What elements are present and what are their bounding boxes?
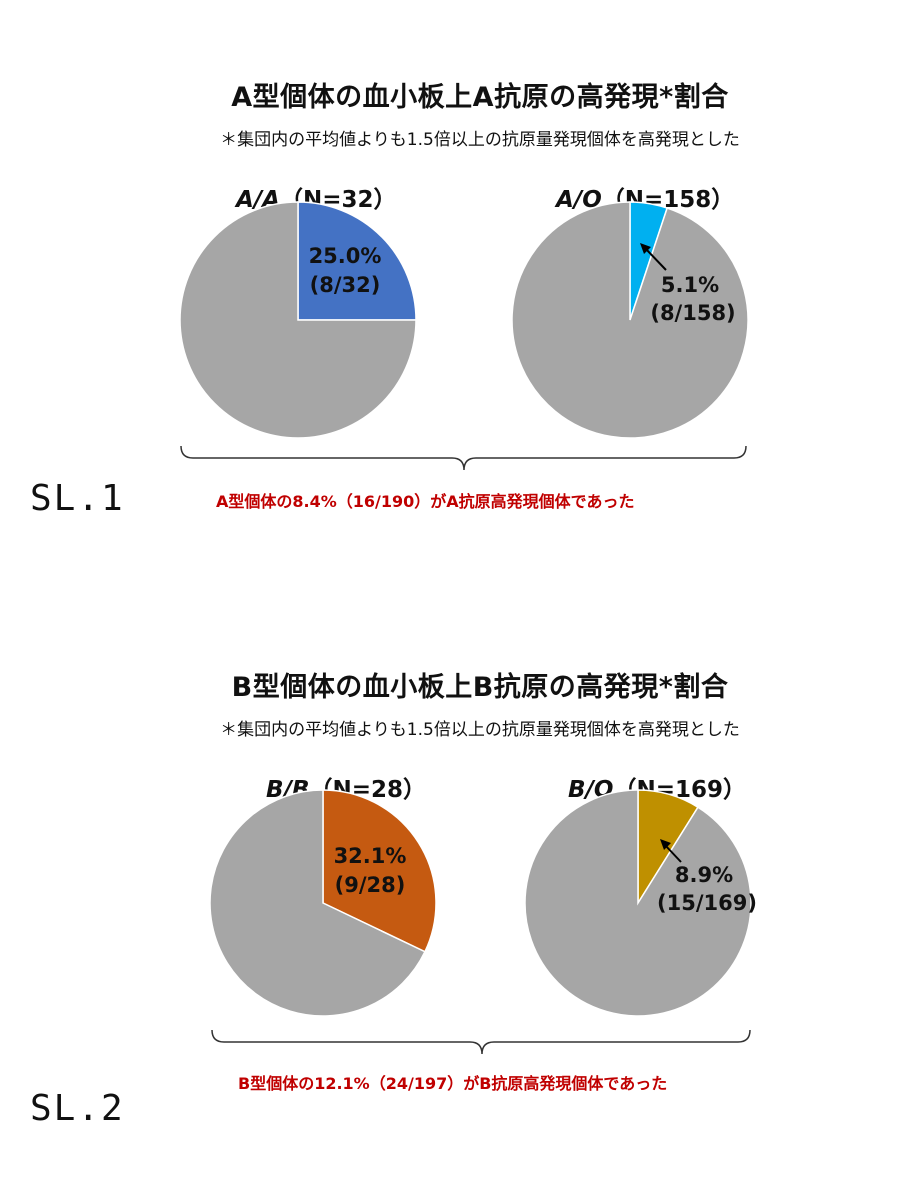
- panel-b-antigen: B型個体の血小板上B抗原の高発現*割合 ＊集団内の平均値よりも1.5倍以上の抗原…: [0, 650, 900, 1150]
- pie-slice-rest: [511, 201, 749, 439]
- fraction-label: (8/32): [310, 273, 381, 297]
- percent-label: 32.1%: [334, 844, 407, 868]
- pie-chart-ao: 5.1% (8/158): [511, 201, 749, 439]
- chart-title: B型個体の血小板上B抗原の高発現*割合: [231, 672, 729, 703]
- fraction-label: (15/169): [657, 891, 757, 915]
- pie-chart-aa: 25.0% (8/32): [179, 201, 417, 439]
- pie-charts-svg: 25.0% (8/32) 5.1% (8/158): [179, 201, 749, 471]
- percent-label: 5.1%: [661, 273, 719, 297]
- fraction-label: (8/158): [650, 301, 735, 325]
- pointer-arrow: [644, 247, 667, 271]
- percent-label: 25.0%: [309, 244, 382, 268]
- pie-slice-rest: [524, 789, 752, 1017]
- fraction-label: (9/28): [335, 873, 406, 897]
- arrow-head: [640, 243, 651, 254]
- summary-text: B型個体の12.1%（24/197）がB抗原高発現個体であった: [238, 1074, 668, 1093]
- pie-chart-bb: 32.1% (9/28): [209, 789, 437, 1017]
- pointer-arrow: [664, 844, 682, 863]
- panel-a-antigen: A型個体の血小板上A抗原の高発現*割合 ＊集団内の平均値よりも1.5倍以上の抗原…: [0, 60, 900, 560]
- arrow-head: [660, 839, 671, 850]
- grouping-brace: [180, 445, 747, 471]
- pie-slice-high: [322, 789, 437, 953]
- pie-chart-bo: 8.9% (15/169): [524, 789, 757, 1017]
- footnote: ＊集団内の平均値よりも1.5倍以上の抗原量発現個体を高発現とした: [220, 130, 740, 150]
- slide-id: SL.1: [30, 478, 125, 519]
- percent-label: 8.9%: [675, 863, 733, 887]
- slide-id: SL.2: [30, 1088, 125, 1129]
- pie-charts-svg: 32.1% (9/28) 8.9% (15/169): [209, 789, 757, 1055]
- grouping-brace: [211, 1029, 751, 1055]
- pie-slice-rest: [179, 201, 417, 439]
- pie-slice-high: [297, 201, 417, 321]
- footnote: ＊集団内の平均値よりも1.5倍以上の抗原量発現個体を高発現とした: [220, 720, 740, 740]
- summary-text: A型個体の8.4%（16/190）がA抗原高発現個体であった: [216, 492, 635, 511]
- chart-title: A型個体の血小板上A抗原の高発現*割合: [231, 82, 729, 113]
- pie-slice-rest: [209, 789, 426, 1017]
